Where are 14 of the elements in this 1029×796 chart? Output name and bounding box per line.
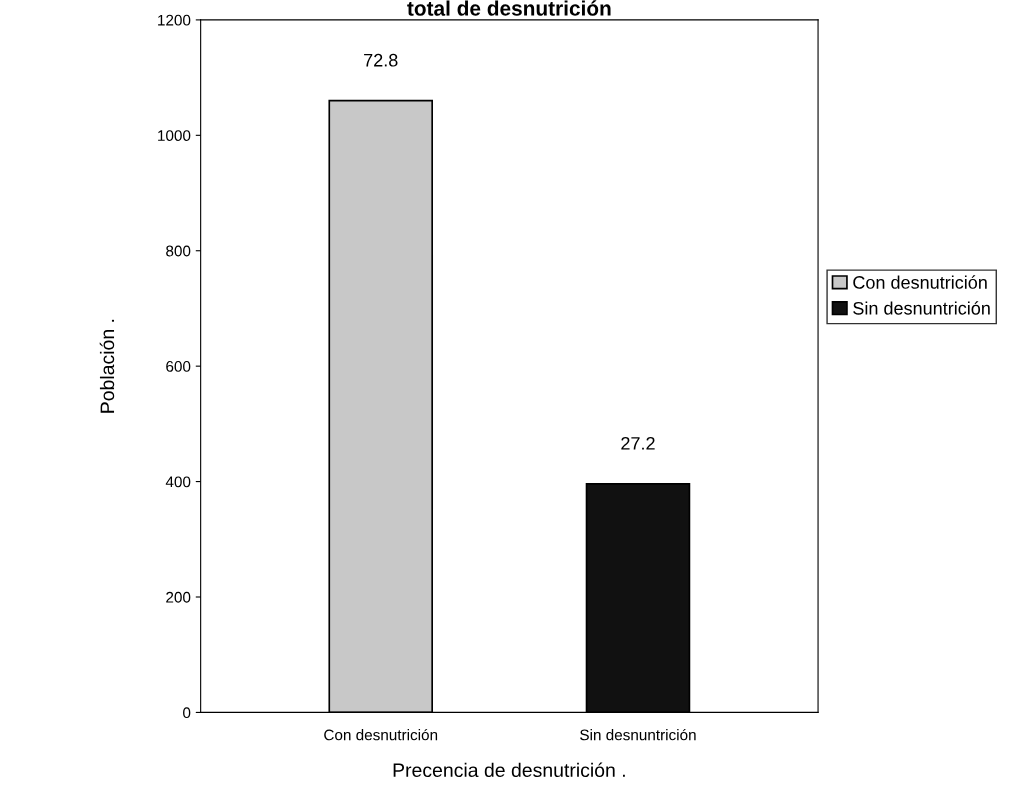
y-axis-title: Población . bbox=[99, 319, 115, 413]
y-tick-label: 1000 bbox=[158, 130, 191, 142]
y-tick-label: 0 bbox=[183, 707, 191, 719]
annotation: 27.2 bbox=[621, 436, 655, 450]
x-axis-title: Precencia de desnutrición . bbox=[393, 762, 625, 778]
legend-label: Con desnutrición bbox=[853, 275, 987, 289]
y-tick-label: 600 bbox=[166, 361, 191, 372]
y-tick-label: 1200 bbox=[158, 14, 191, 26]
chart-title: total de desnutrición bbox=[407, 0, 611, 16]
annotation: 72.8 bbox=[364, 53, 398, 67]
legend-label: Sin desnuntrición bbox=[853, 301, 990, 315]
y-tick-label: 400 bbox=[165, 476, 191, 488]
y-tick-label: 200 bbox=[166, 591, 191, 603]
y-tick-label: 800 bbox=[166, 245, 191, 257]
